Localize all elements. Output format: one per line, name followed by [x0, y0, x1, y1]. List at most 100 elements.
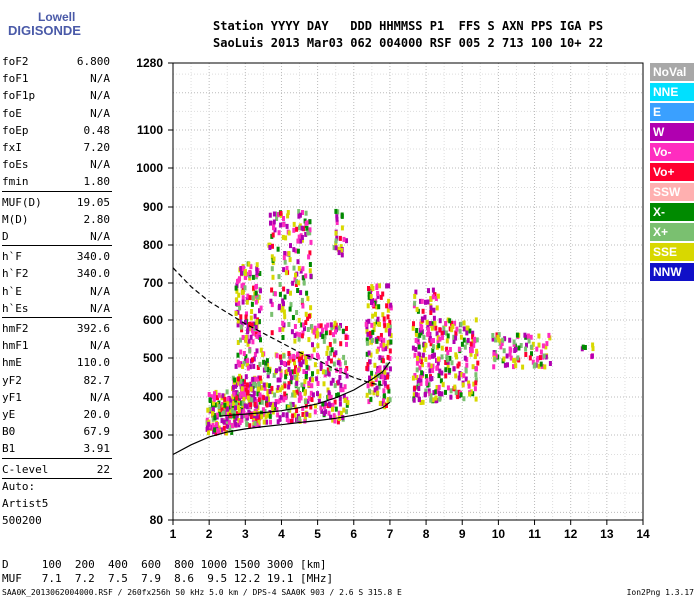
echo-point	[303, 414, 307, 420]
echo-point	[293, 412, 297, 418]
echo-point	[242, 351, 246, 356]
echo-point	[241, 335, 245, 340]
param-row: B1 3.91	[2, 442, 110, 456]
echo-point	[246, 329, 250, 335]
echo-point	[414, 289, 418, 295]
echo-point	[285, 368, 289, 374]
echo-point	[514, 363, 518, 369]
echo-point	[293, 338, 297, 344]
echo-point	[246, 358, 250, 364]
echo-point	[344, 335, 348, 340]
param-row: B0 67.9	[2, 425, 110, 439]
param-value: N/A	[90, 72, 110, 86]
echo-point	[320, 408, 324, 414]
echo-point	[287, 381, 291, 387]
echo-point	[446, 333, 450, 339]
echo-point	[342, 354, 346, 360]
echo-point	[373, 300, 377, 306]
param-name: h`F	[2, 250, 22, 264]
echo-point	[242, 409, 246, 415]
echo-point	[415, 360, 419, 366]
echo-point	[235, 300, 238, 306]
legend-item-nne: NNE	[650, 83, 694, 101]
echo-point	[206, 407, 210, 413]
param-row: C-level 22	[2, 463, 110, 477]
echo-point	[431, 344, 435, 350]
param-separator	[2, 457, 112, 459]
echo-point	[446, 364, 450, 370]
echo-point	[528, 355, 532, 361]
y-tick-label: 600	[143, 313, 163, 327]
echo-point	[427, 327, 430, 333]
echo-point	[445, 354, 449, 360]
echo-point	[302, 280, 306, 286]
echo-point	[365, 337, 369, 343]
echo-point	[259, 378, 263, 384]
echo-point	[335, 220, 339, 225]
param-row: foF1p N/A	[2, 89, 110, 103]
echo-point	[337, 410, 341, 416]
echo-point	[525, 342, 528, 348]
echo-point	[274, 402, 277, 407]
echo-point	[369, 334, 372, 340]
echo-point	[379, 374, 383, 380]
echo-point	[299, 268, 303, 274]
echo-point	[414, 331, 418, 337]
echo-point	[236, 322, 240, 328]
echo-point	[211, 406, 215, 412]
echo-point	[438, 391, 441, 396]
echo-point	[282, 267, 286, 273]
echo-point	[272, 372, 276, 378]
echo-point	[381, 374, 385, 379]
echo-point	[290, 375, 293, 381]
echo-point	[240, 417, 244, 423]
echo-point	[386, 314, 390, 320]
echo-point	[373, 362, 377, 368]
echo-point	[310, 397, 314, 402]
echo-point	[321, 369, 325, 375]
echo-point	[239, 349, 243, 355]
echo-point	[258, 271, 262, 276]
echo-point	[465, 330, 469, 336]
echo-point	[275, 353, 279, 359]
echo-point	[263, 385, 267, 391]
echo-point	[278, 303, 281, 309]
echo-point	[497, 332, 501, 338]
echo-point	[248, 270, 252, 275]
echo-point	[279, 357, 283, 363]
echo-point	[461, 382, 465, 388]
echo-point	[433, 320, 437, 326]
echo-point	[235, 282, 239, 288]
echo-point	[416, 334, 420, 340]
echo-point	[299, 290, 303, 296]
echo-point	[290, 418, 293, 424]
echo-point	[276, 412, 280, 418]
echo-point	[458, 371, 462, 376]
param-value: 19.05	[76, 195, 110, 209]
param-name: yE	[2, 408, 16, 421]
echo-point	[256, 378, 260, 384]
echo-point	[420, 316, 424, 322]
echo-point	[259, 288, 262, 294]
echo-point	[265, 402, 269, 408]
artist-line-3: 500200	[2, 514, 42, 527]
echo-point	[469, 351, 473, 357]
echo-point	[303, 326, 306, 332]
echo-point	[308, 227, 312, 233]
echo-point	[445, 338, 449, 344]
echo-point	[241, 295, 245, 301]
echo-point	[308, 230, 312, 236]
echo-point	[266, 363, 270, 369]
echo-point	[296, 370, 300, 376]
x-tick-label: 14	[636, 527, 650, 541]
echo-point	[491, 336, 495, 342]
echo-point	[248, 321, 251, 327]
echo-point	[471, 364, 475, 370]
echo-point	[298, 391, 302, 397]
echo-point	[241, 364, 245, 369]
echo-point	[454, 335, 458, 341]
echo-point	[468, 391, 472, 397]
echo-point	[207, 421, 211, 427]
param-value: 1.80	[83, 175, 111, 189]
param-name: D	[2, 230, 9, 243]
